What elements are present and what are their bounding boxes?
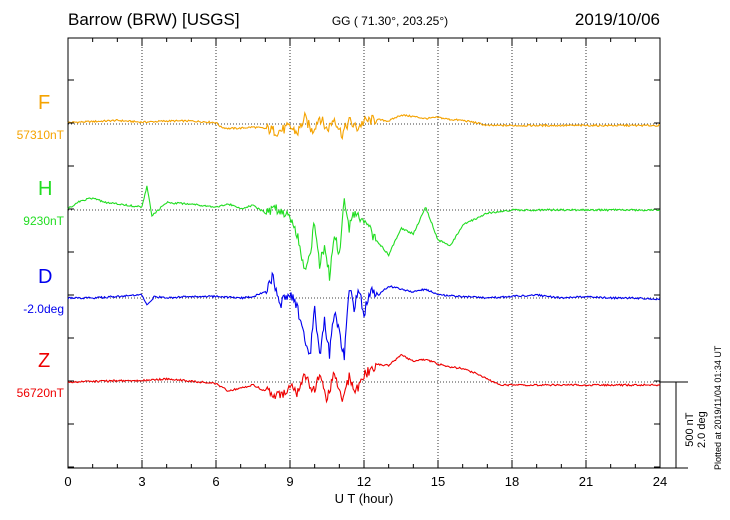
- scale-nt-label: 500 nT: [684, 412, 696, 447]
- channel-d-baseline: -2.0deg: [23, 302, 64, 316]
- channel-z-label: Z: [38, 350, 51, 372]
- scale-bar-label: 500 nT 2.0 deg: [684, 411, 708, 448]
- x-tick-label: 9: [286, 474, 293, 489]
- series-h-line: [67, 185, 661, 281]
- x-axis: 0 3 6 9 12 15 18 21 24 U T (hour): [64, 38, 688, 506]
- x-tick-label: 18: [505, 474, 519, 489]
- x-tick-label: 0: [64, 474, 71, 489]
- grid: [67, 37, 661, 469]
- scale-deg-label: 2.0 deg: [696, 411, 708, 448]
- x-axis-title: U T (hour): [335, 491, 394, 506]
- plotted-timestamp: Plotted at 2019/11/04 01:34 UT: [713, 345, 723, 470]
- plot-frame: [67, 37, 661, 469]
- channel-f-baseline: 57310nT: [16, 128, 64, 142]
- channel-z-baseline: 56720nT: [16, 386, 64, 400]
- x-tick-label: 21: [579, 474, 593, 489]
- x-tick-label: 24: [653, 474, 667, 489]
- x-tick-label: 3: [138, 474, 145, 489]
- channel-h-label: H: [38, 178, 53, 200]
- x-tick-label: 15: [431, 474, 445, 489]
- x-tick-label: 12: [357, 474, 371, 489]
- date-label: 2019/10/06: [574, 10, 660, 29]
- channel-d-label: D: [38, 266, 53, 288]
- series-d-line: [67, 271, 661, 361]
- station-coordinates: GG ( 71.30°, 203.25°): [331, 14, 449, 28]
- x-tick-label: 6: [212, 474, 219, 489]
- channel-h-baseline: 9230nT: [23, 214, 64, 228]
- series-f-line: [67, 111, 661, 141]
- series-layer: [67, 111, 661, 404]
- channel-f-label: F: [38, 92, 51, 114]
- series-z-line: [67, 353, 661, 404]
- station-title: Barrow (BRW) [USGS]: [68, 10, 240, 29]
